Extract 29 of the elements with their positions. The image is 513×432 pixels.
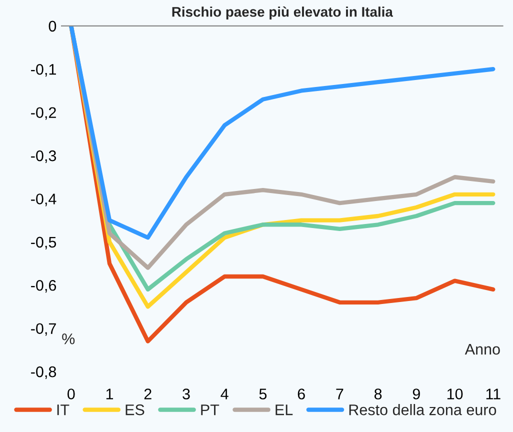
legend-label: Resto della zona euro [349,404,496,416]
x-tick-label: 8 [374,388,382,400]
x-tick-label: 0 [68,388,75,400]
y-tick-label: -0,4 [31,194,56,206]
y-tick-label: -0,8 [31,366,56,380]
x-tick-label: 11 [486,388,500,400]
x-tick-label: 9 [412,388,420,400]
x-tick-label: 7 [336,388,344,400]
y-tick-label: -0,6 [31,280,56,293]
x-tick-label: 3 [182,388,190,400]
y-tick-label: -0,3 [31,150,56,164]
y-tick-label: -0,2 [31,107,56,120]
legend-label: IT [57,404,70,416]
x-tick-label: 10 [447,388,463,400]
y-axis-title: % [62,334,75,344]
x-tick-label: 6 [298,388,305,400]
y-tick-label: -0,5 [31,236,56,250]
chart-title: Rischio paese più elevato in Italia [172,6,394,20]
y-tick-label: 0 [48,20,56,32]
legend-label: PT [201,404,220,416]
x-tick-label: 2 [144,388,152,400]
x-axis-title: Anno [464,344,500,355]
x-tick-label: 5 [259,388,267,400]
y-tick-label: -0,1 [31,64,56,77]
x-tick-label: 4 [220,388,228,400]
legend-label: ES [126,404,144,416]
y-tick-label: -0,7 [31,323,56,336]
x-tick-label: 1 [106,388,114,400]
legend-label: EL [276,404,293,416]
